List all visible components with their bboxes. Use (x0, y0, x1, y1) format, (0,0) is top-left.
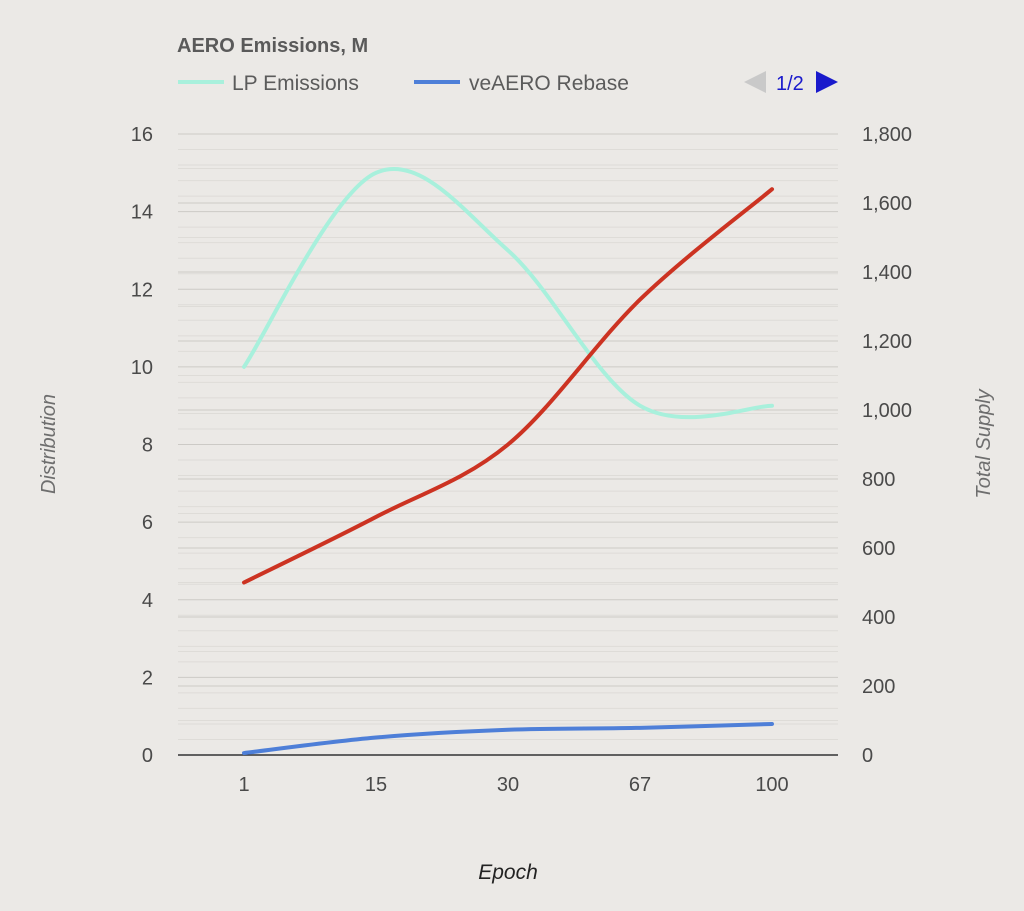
left-tick-label: 0 (142, 745, 153, 767)
right-tick-label: 200 (862, 676, 895, 698)
x-axis-title: Epoch (478, 861, 538, 884)
left-tick-label: 8 (142, 435, 153, 457)
left-tick-label: 4 (142, 590, 153, 612)
right-tick-label: 400 (862, 607, 895, 629)
right-tick-label: 0 (862, 745, 873, 767)
left-tick-label: 10 (131, 357, 153, 379)
major-gridlines (178, 133, 838, 687)
right-tick-label: 1,600 (862, 193, 912, 215)
legend-prev-page-icon[interactable] (744, 71, 766, 93)
series-line-veaero-rebase[interactable] (242, 721, 774, 756)
left-tick-label: 6 (142, 512, 153, 534)
right-axis-title: Total Supply (973, 388, 995, 498)
right-tick-label: 800 (862, 469, 895, 491)
right-tick-label: 1,000 (862, 400, 912, 422)
right-axis-ticks: 0 200 400 600 800 1,000 1,200 1,400 1,600 1,800 (862, 124, 912, 767)
right-tick-label: 600 (862, 538, 895, 560)
right-tick-label: 1,400 (862, 262, 912, 284)
left-tick-label: 2 (142, 667, 153, 689)
x-tick-label: 15 (365, 774, 387, 796)
x-axis-ticks: 1 15 30 67 100 (238, 774, 788, 796)
left-axis-ticks: 0 2 4 6 8 10 12 14 16 (131, 124, 153, 767)
legend-next-page-icon[interactable] (816, 71, 838, 93)
x-tick-label: 67 (629, 774, 651, 796)
x-tick-label: 30 (497, 774, 519, 796)
left-tick-label: 14 (131, 202, 153, 224)
left-axis-title: Distribution (38, 394, 60, 494)
x-tick-label: 100 (755, 774, 788, 796)
right-tick-label: 1,200 (862, 331, 912, 353)
legend-label-veaero-rebase[interactable]: veAERO Rebase (469, 72, 629, 95)
series-line-total-supply[interactable] (242, 187, 774, 585)
right-tick-label: 1,800 (862, 124, 912, 146)
left-tick-label: 16 (131, 124, 153, 146)
x-tick-label: 1 (238, 774, 249, 796)
chart-title: AERO Emissions, M (177, 35, 368, 57)
series-layer (242, 166, 774, 756)
legend-label-lp-emissions[interactable]: LP Emissions (232, 72, 359, 95)
series-line-lp-emissions[interactable] (242, 166, 774, 420)
left-tick-label: 12 (131, 279, 153, 301)
legend-page-indicator: 1/2 (776, 73, 804, 95)
minor-gridlines (178, 149, 838, 740)
